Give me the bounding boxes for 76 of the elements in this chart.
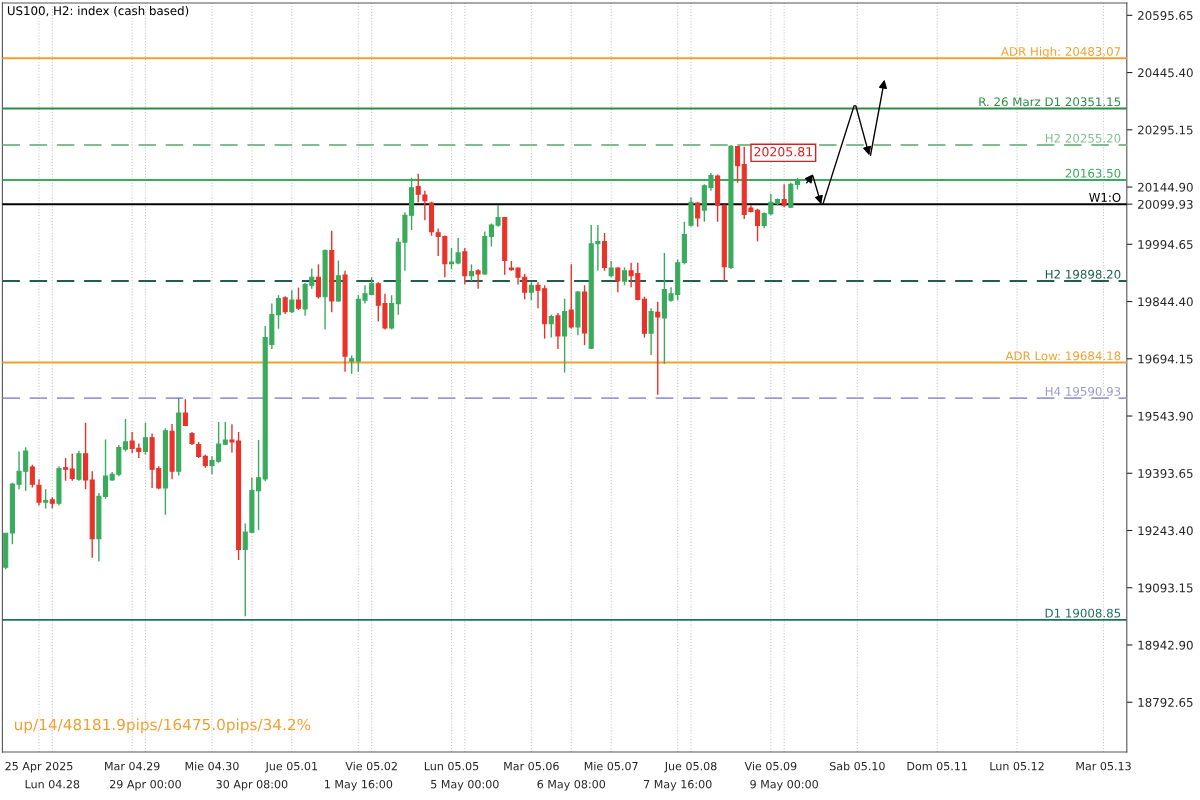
- candlestick: [29, 464, 35, 489]
- x-tick-label: 5 May 00:00: [431, 779, 499, 791]
- y-tick-label: 18942.90: [1138, 640, 1193, 650]
- candlestick: [655, 300, 661, 396]
- ref-line-label: H4 19590.93: [1045, 386, 1121, 396]
- x-tick-label: Lun 05.05: [424, 761, 479, 771]
- x-tick-label: Sab 05.10: [829, 761, 885, 771]
- y-tick-label: 20595.65: [1138, 11, 1193, 20]
- chart-title: US100, H2: index (cash based): [7, 6, 189, 17]
- candlestick: [36, 478, 42, 507]
- ref-line-label: ADR Low: 19684.18: [1005, 351, 1121, 361]
- x-tick-label: Mie 05.07: [584, 761, 638, 771]
- ref-line-label: 20163.50: [1065, 168, 1121, 178]
- annotation: up/14/48181.9pips/16475.0pips/34.2%: [14, 718, 311, 734]
- x-tick-label: Vie 05.09: [744, 761, 797, 771]
- candlestick: [69, 453, 75, 482]
- x-tick-label: 29 Apr 00:00: [110, 779, 181, 791]
- candlestick: [615, 266, 621, 293]
- x-tick-label: Jue 05.08: [664, 761, 717, 773]
- candlestick: [63, 457, 69, 482]
- candlestick: [182, 398, 188, 427]
- candlestick: [695, 201, 701, 228]
- ref-line-label: ADR High: 20483.07: [1000, 46, 1121, 59]
- candlestick: [349, 354, 355, 375]
- x-tick-label: Lun 04.28: [25, 779, 80, 789]
- candlestick: [568, 263, 574, 330]
- y-tick-label: 19844.40: [1138, 297, 1193, 307]
- x-tick-label: 6 May 08:00: [537, 779, 606, 791]
- candlestick: [548, 313, 554, 339]
- y-tick-label: 19093.15: [1138, 583, 1193, 593]
- y-tick-label: 20445.40: [1138, 68, 1193, 78]
- annotation: 20205.81: [754, 146, 812, 157]
- x-tick-label: Lun 05.12: [990, 761, 1044, 771]
- ref-line-label: H2 19898.20: [1045, 269, 1121, 279]
- candlestick: [289, 289, 295, 314]
- candlestick: [555, 312, 561, 350]
- candlestick: [455, 237, 461, 266]
- x-tick-label: Mar 04.29: [105, 761, 160, 771]
- ref-line-label: D1 19008.85: [1045, 608, 1121, 618]
- candlestick: [688, 196, 694, 228]
- y-tick-label: 20099.93: [1138, 199, 1193, 209]
- candlestick: [462, 247, 468, 286]
- y-tick-label: 19393.65: [1138, 468, 1193, 478]
- x-tick-label: Mar 05.13: [1076, 761, 1131, 771]
- y-tick-label: 19694.15: [1138, 354, 1193, 364]
- x-tick-label: 9 May 00:00: [750, 779, 818, 791]
- y-tick-label: 18792.65: [1138, 697, 1193, 707]
- y-tick-label: 19994.65: [1138, 240, 1193, 249]
- x-tick-label: Jue 05.01: [264, 761, 318, 773]
- candlestick: [222, 421, 228, 446]
- y-tick-label: 19543.90: [1138, 411, 1193, 421]
- x-tick-label: Dom 05.11: [907, 761, 967, 771]
- candlestick: [142, 422, 148, 456]
- x-tick-label: Vie 05.02: [345, 761, 397, 771]
- x-tick-label: Mie 04.30: [185, 761, 239, 771]
- x-tick-label: Mar 05.06: [504, 761, 559, 771]
- x-tick-label: 30 Apr 08:00: [216, 779, 288, 791]
- candlestick: [735, 145, 741, 184]
- y-tick-label: 20295.15: [1138, 125, 1193, 135]
- ref-line-label: W1:O: [1089, 192, 1121, 202]
- x-tick-label: 7 May 16:00: [644, 779, 712, 791]
- y-tick-label: 20144.90: [1138, 182, 1193, 192]
- candlestick: [781, 183, 787, 208]
- candlestick: [475, 268, 481, 290]
- ref-line-label: R. 26 Marz D1 20351.15: [979, 97, 1121, 107]
- ref-line-label: H2 20255.20: [1045, 133, 1121, 143]
- x-tick-label: 1 May 16:00: [325, 779, 393, 791]
- candlestick: [315, 263, 321, 300]
- candlestick: [295, 286, 302, 311]
- candlestick: [788, 182, 794, 209]
- y-tick-label: 19243.40: [1138, 526, 1193, 536]
- candlestick: [43, 488, 49, 510]
- candlestick: [122, 418, 129, 453]
- candlestick: [448, 247, 455, 270]
- candlestick: [648, 307, 654, 356]
- x-tick-label: 25 Apr 2025: [5, 761, 73, 773]
